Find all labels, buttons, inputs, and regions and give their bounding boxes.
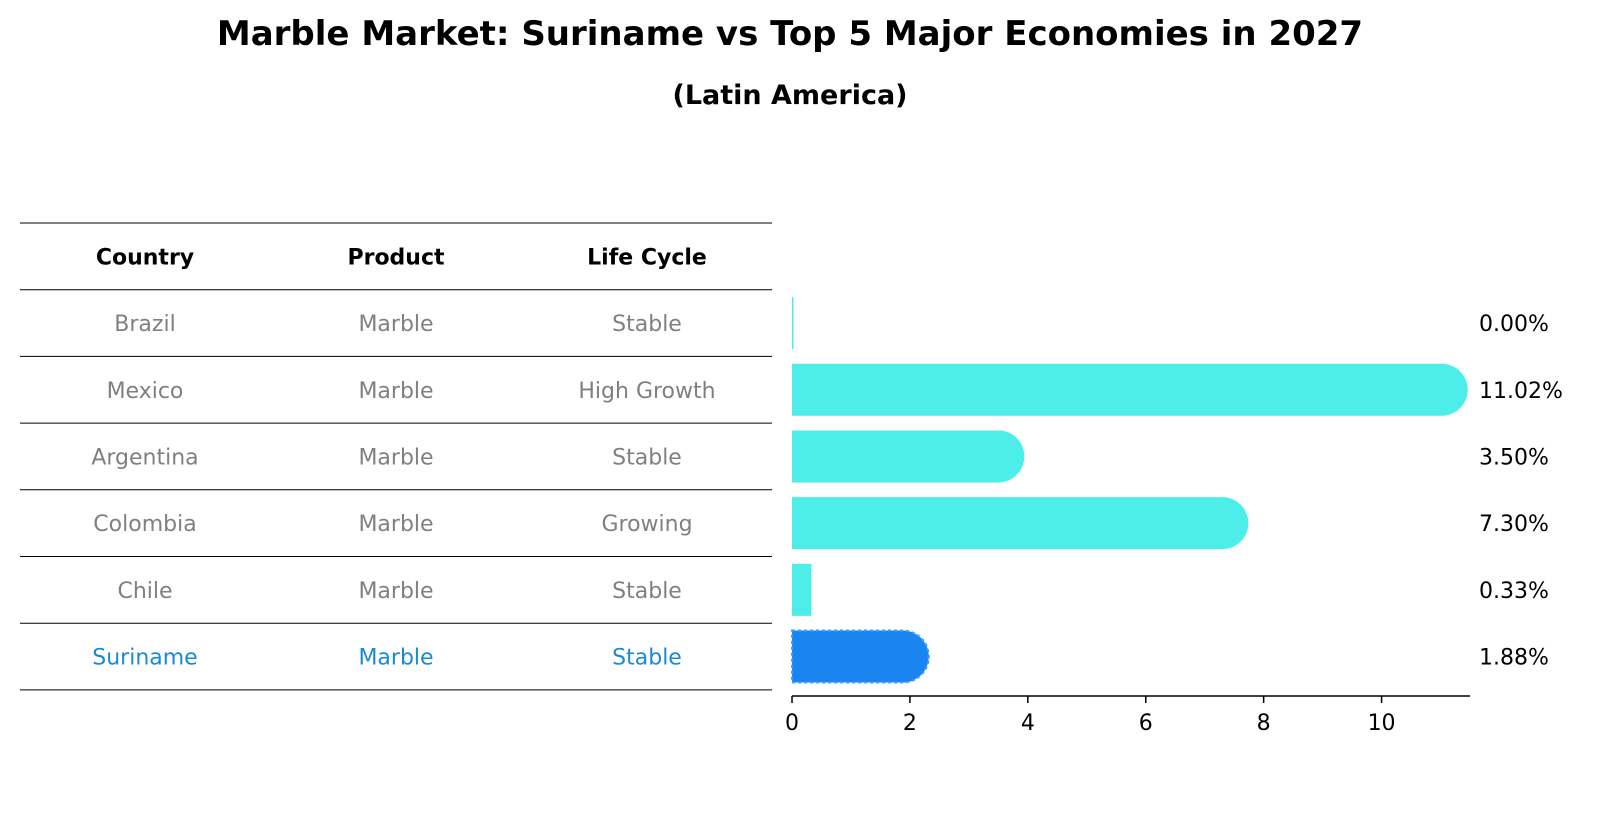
table-header-product: Product [347, 245, 445, 270]
bar-colombia [792, 497, 1249, 550]
bar-value-label: 0.00% [1479, 312, 1549, 337]
table-cell-life-cycle: Stable [612, 312, 682, 337]
chart-subtitle: (Latin America) [672, 80, 908, 111]
table-cell-life-cycle: High Growth [578, 379, 715, 404]
x-tick-label: 2 [903, 711, 917, 736]
bar-value-label: 11.02% [1479, 379, 1563, 404]
bar-value-label: 0.33% [1479, 579, 1549, 604]
bar-value-label: 1.88% [1479, 646, 1549, 671]
table-cell-product: Marble [358, 312, 433, 337]
table-cell-product: Marble [358, 445, 433, 470]
table-cell-country: Colombia [93, 512, 196, 537]
table-cell-country: Argentina [91, 445, 198, 470]
x-tick-label: 8 [1257, 711, 1271, 736]
table-cell-product: Marble [358, 646, 433, 671]
table-header-life-cycle: Life Cycle [587, 245, 707, 270]
x-tick-label: 4 [1021, 711, 1035, 736]
bar-mexico [792, 363, 1468, 416]
table-cell-country: Suriname [92, 646, 197, 671]
chart-title: Marble Market: Suriname vs Top 5 Major E… [216, 14, 1364, 54]
table-cell-life-cycle: Stable [612, 579, 682, 604]
table-cell-country: Chile [117, 579, 172, 604]
bar-chile [792, 563, 812, 616]
bar-argentina [792, 430, 1025, 483]
bar-value-label: 3.50% [1479, 445, 1549, 470]
x-tick-label: 6 [1139, 711, 1153, 736]
table-cell-product: Marble [358, 379, 433, 404]
bar-brazil [792, 297, 794, 350]
x-tick-label: 10 [1368, 711, 1396, 736]
table-cell-life-cycle: Stable [612, 445, 682, 470]
table-cell-life-cycle: Stable [612, 646, 682, 671]
x-axis: 0 2 4 6 8 10 [785, 695, 1470, 736]
table-cell-life-cycle: Growing [601, 512, 692, 537]
table-cell-product: Marble [358, 512, 433, 537]
bar-value-label: 7.30% [1479, 512, 1549, 537]
table-header-country: Country [96, 245, 194, 270]
bar-chart: 0.00% 11.02% 3.50% 7.30% 0.33% 1.88% [791, 297, 1563, 684]
table-cell-product: Marble [358, 579, 433, 604]
table-cell-country: Mexico [107, 379, 184, 404]
data-table: Country Product Life Cycle Brazil Marble Stab… [20, 222, 772, 691]
table-cell-country: Brazil [114, 312, 175, 337]
bar-suriname [791, 629, 930, 684]
x-tick-label: 0 [785, 711, 799, 736]
